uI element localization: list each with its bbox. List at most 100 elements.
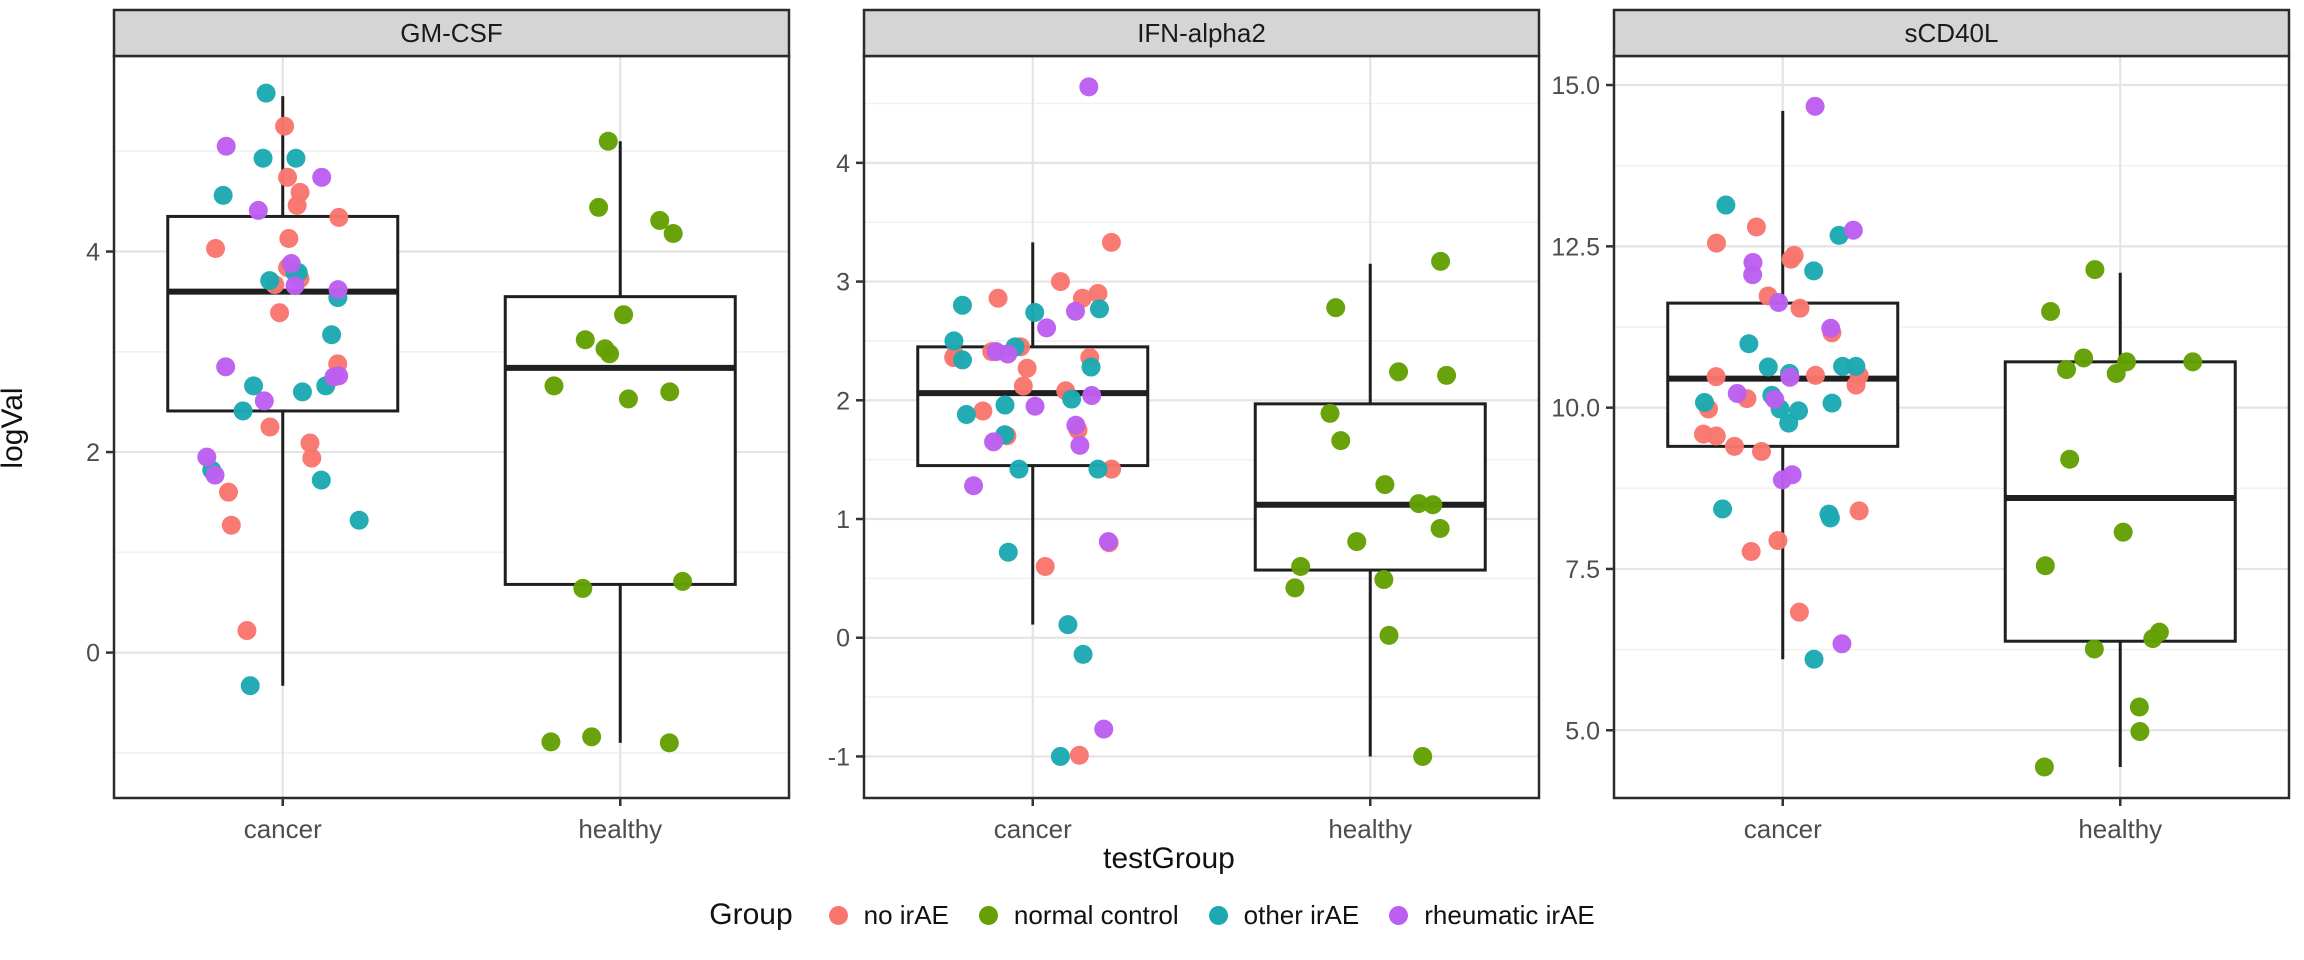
- data-point: [248, 200, 268, 220]
- data-point: [1741, 542, 1761, 562]
- data-point: [998, 542, 1018, 562]
- x-axis-title: testGroup: [1103, 842, 1235, 875]
- data-point: [1804, 261, 1824, 281]
- data-point: [2057, 360, 2077, 380]
- data-point: [2041, 302, 2061, 322]
- legend: Group no irAE normal control other irAE …: [0, 898, 2304, 932]
- data-point: [614, 305, 634, 325]
- data-point: [197, 447, 217, 467]
- legend-label-rheumatic-irae: rheumatic irAE: [1424, 899, 1595, 930]
- legend-item-rheumatic-irae: rheumatic irAE: [1389, 900, 1595, 931]
- data-point: [1050, 272, 1070, 292]
- facet-panel-gm-csf: GM-CSF 4 2 0 cancer healthy: [86, 8, 791, 844]
- data-point: [1849, 501, 1869, 521]
- legend-dot-rheumatic-irae-icon: [1389, 905, 1409, 925]
- data-point: [1285, 578, 1305, 598]
- data-point: [1694, 392, 1714, 412]
- data-point: [1779, 413, 1799, 433]
- data-point: [2130, 722, 2150, 742]
- data-point: [998, 344, 1018, 364]
- data-point: [618, 389, 638, 409]
- boxplot-box: [1253, 402, 1487, 572]
- data-point: [2034, 757, 2054, 777]
- x-tick-label: healthy: [2078, 814, 2162, 844]
- data-point: [1804, 649, 1824, 669]
- data-point: [285, 276, 305, 296]
- data-point: [1082, 386, 1102, 406]
- data-point: [206, 239, 226, 259]
- legend-item-other-irae: other irAE: [1208, 900, 1359, 931]
- y-tick-label: 2: [86, 439, 100, 467]
- data-point: [1829, 225, 1849, 245]
- data-point: [1821, 318, 1841, 338]
- data-point: [1037, 318, 1057, 338]
- data-point: [1025, 302, 1045, 322]
- y-tick-label: 4: [86, 239, 100, 267]
- legend-item-no-irae: no irAE: [828, 900, 949, 931]
- facet-ifn-alpha2: IFN-alpha2 4 3 2 1 0 -1 cancer healthy: [794, 8, 1544, 848]
- data-point: [254, 391, 274, 411]
- data-point: [1806, 365, 1825, 385]
- data-point: [1820, 508, 1840, 528]
- data-point: [575, 330, 595, 350]
- x-tick-label: healthy: [1328, 814, 1412, 844]
- y-tick-label: 3: [836, 269, 850, 297]
- data-point: [1409, 494, 1429, 514]
- data-point: [956, 405, 976, 425]
- y-tick-label: 4: [836, 150, 850, 178]
- data-point: [322, 325, 342, 345]
- data-point: [1375, 475, 1395, 495]
- data-point: [944, 331, 964, 351]
- data-point: [1805, 96, 1825, 116]
- data-point: [1724, 436, 1744, 456]
- data-point: [1706, 426, 1726, 446]
- data-point: [1781, 249, 1801, 269]
- data-point: [1088, 459, 1108, 479]
- data-point: [1430, 519, 1450, 539]
- legend-item-normal-control: normal control: [978, 899, 1179, 931]
- data-point: [253, 148, 273, 168]
- legend-label-normal-control: normal control: [1013, 899, 1179, 930]
- y-tick-label: 12.5: [1551, 233, 1600, 261]
- data-point: [1291, 556, 1311, 576]
- data-point: [1822, 393, 1842, 413]
- data-point: [205, 465, 225, 485]
- data-point: [1374, 570, 1394, 590]
- data-point: [598, 131, 618, 151]
- facet-strip: [1612, 8, 2291, 58]
- data-point: [1846, 356, 1866, 376]
- data-point: [1098, 532, 1118, 552]
- data-point: [1746, 217, 1766, 237]
- data-point: [1326, 298, 1346, 318]
- data-point: [1088, 283, 1108, 303]
- data-point: [544, 376, 564, 396]
- data-point: [2106, 363, 2126, 383]
- data-point: [1065, 301, 1085, 321]
- data-point: [1758, 357, 1778, 377]
- data-point: [237, 621, 257, 641]
- data-point: [952, 295, 972, 315]
- data-point: [1058, 615, 1078, 635]
- data-point: [2129, 697, 2149, 717]
- data-point: [1017, 358, 1037, 378]
- data-point: [1069, 745, 1089, 765]
- data-point: [1320, 403, 1340, 423]
- data-point: [302, 448, 322, 468]
- y-axis-title: logVal: [0, 387, 29, 469]
- x-tick-label: healthy: [578, 814, 662, 844]
- facet-strip: [112, 8, 791, 58]
- data-point: [300, 433, 320, 453]
- data-point: [218, 482, 238, 502]
- data-point: [589, 197, 609, 217]
- data-point: [1437, 365, 1457, 385]
- data-point: [1050, 746, 1070, 766]
- data-point: [660, 382, 680, 402]
- data-point: [328, 280, 348, 300]
- data-point: [216, 357, 236, 377]
- facet-row: logVal GM-CSF 4 2 0 cancer healthy IFN-alpha2…: [0, 8, 2291, 848]
- facet-strip-title: IFN-alpha2: [1137, 18, 1266, 48]
- data-point: [281, 254, 301, 274]
- data-point: [2085, 260, 2105, 280]
- data-point: [216, 136, 236, 156]
